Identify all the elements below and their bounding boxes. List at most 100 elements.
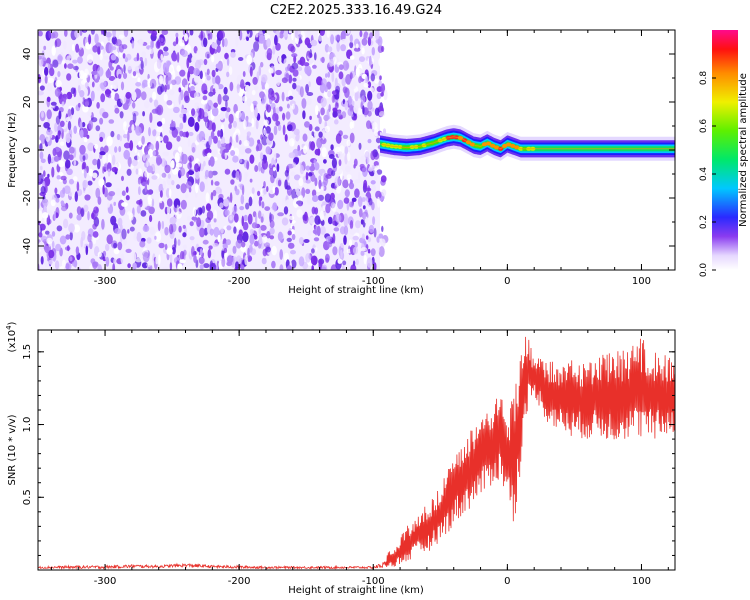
noise-cell (324, 125, 330, 133)
noise-cell (162, 266, 169, 270)
noise-cell (55, 197, 60, 203)
noise-cell (173, 106, 180, 114)
noise-cell (205, 51, 211, 59)
noise-cell (150, 121, 156, 131)
noise-cell (65, 234, 71, 240)
noise-cell (221, 257, 226, 268)
noise-cell (349, 72, 353, 80)
noise-cell (361, 233, 365, 240)
noise-cell (255, 30, 259, 39)
noise-cell (239, 30, 243, 41)
noise-cell (336, 41, 341, 52)
noise-cell (121, 190, 126, 196)
noise-cell (296, 200, 303, 205)
noise-cell (121, 228, 127, 240)
noise-cell (69, 256, 73, 262)
noise-cell (162, 151, 170, 157)
noise-cell (48, 249, 55, 259)
noise-cell (142, 153, 146, 162)
noise-cell (69, 231, 73, 241)
noise-cell (254, 37, 260, 42)
noise-cell (112, 263, 116, 270)
noise-cell (260, 224, 267, 231)
noise-cell (78, 102, 81, 108)
noise-cell (314, 177, 318, 187)
noise-cell (163, 93, 168, 102)
noise-cell (219, 202, 224, 209)
y-tick-label: -20 (22, 190, 33, 206)
noise-cell (200, 139, 207, 145)
noise-cell (214, 75, 221, 85)
noise-cell (171, 52, 178, 61)
noise-cell (277, 212, 284, 217)
noise-cell (243, 30, 247, 39)
noise-cell (350, 264, 357, 270)
noise-cell (46, 83, 53, 92)
noise-cell (276, 78, 281, 87)
noise-cell (318, 131, 323, 138)
y-tick-label: -40 (22, 238, 33, 254)
noise-cell (194, 163, 200, 173)
noise-cell (57, 71, 61, 78)
noise-cell (378, 233, 384, 239)
noise-cell (353, 47, 361, 52)
noise-cell (367, 81, 372, 88)
noise-cell (217, 234, 221, 243)
noise-cell (346, 151, 351, 162)
noise-cell (57, 130, 61, 140)
noise-cell (119, 111, 124, 119)
noise-cell (90, 117, 98, 123)
noise-cell (173, 30, 178, 33)
noise-cell (63, 40, 67, 50)
noise-cell (369, 32, 373, 39)
noise-cell (249, 244, 253, 253)
noise-cell (348, 182, 355, 190)
noise-cell (178, 94, 181, 105)
noise-cell (112, 154, 116, 166)
noise-cell (99, 117, 104, 125)
noise-cell (275, 107, 280, 114)
noise-cell (226, 255, 234, 264)
noise-cell (239, 146, 246, 155)
noise-cell (317, 194, 324, 201)
noise-cell (157, 39, 160, 48)
noise-cell (171, 247, 176, 255)
noise-cell (136, 52, 140, 62)
noise-cell (265, 146, 271, 155)
noise-cell (181, 50, 188, 57)
noise-cell (164, 226, 169, 236)
svg-text:(x104): (x104) (5, 321, 18, 352)
noise-cell (65, 159, 71, 169)
noise-cell (131, 102, 136, 109)
noise-cell (258, 198, 262, 207)
noise-cell (329, 58, 334, 67)
noise-cell (208, 91, 214, 97)
noise-cell (134, 146, 138, 154)
noise-cell (269, 167, 274, 176)
noise-cell (70, 87, 76, 94)
noise-cell (209, 262, 216, 270)
noise-cell (261, 201, 265, 209)
noise-cell (245, 202, 250, 210)
noise-cell (383, 89, 388, 101)
noise-cell (272, 202, 278, 212)
noise-cell (226, 225, 232, 231)
noise-cell (251, 117, 255, 128)
noise-cell (361, 197, 366, 202)
noise-cell (52, 31, 59, 39)
noise-cell (185, 181, 192, 189)
noise-cell (156, 136, 163, 142)
noise-cell (246, 36, 249, 41)
noise-cell (114, 107, 120, 114)
noise-cell (232, 155, 239, 163)
y-tick-label: 0 (22, 147, 33, 153)
noise-cell (264, 82, 269, 90)
noise-cell (367, 100, 373, 111)
noise-cell (349, 132, 355, 144)
noise-cell (325, 65, 328, 75)
noise-cell (367, 248, 371, 254)
noise-cell (358, 172, 361, 181)
noise-cell (338, 159, 342, 167)
noise-cell (76, 206, 82, 215)
noise-cell (117, 241, 123, 251)
